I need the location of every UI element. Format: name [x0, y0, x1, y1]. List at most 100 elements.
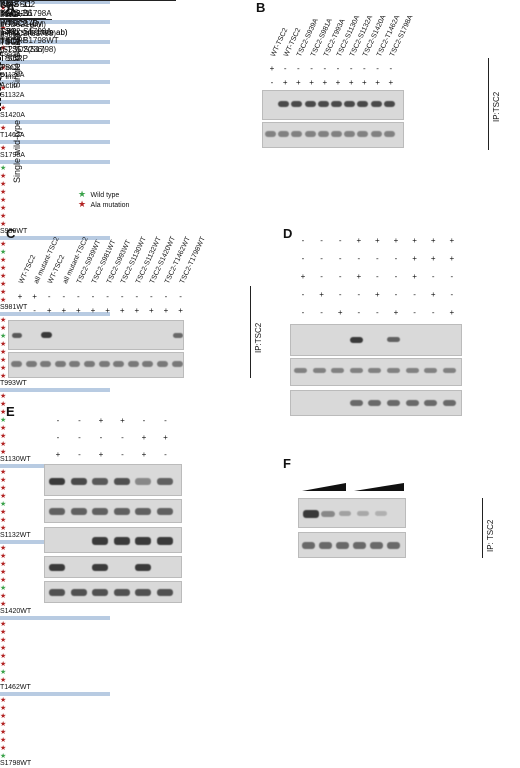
- panel-e-ps6rp-blot-band: [113, 478, 130, 485]
- wt-bar: [0, 236, 110, 240]
- ala-star-icon: ★: [0, 401, 7, 408]
- panel-d-tsc2-blot-band: [349, 368, 363, 373]
- mutant-bar: [0, 120, 110, 124]
- panel-b-sign: +: [362, 78, 367, 87]
- panel-e-tsc2-label: TSC2: [0, 63, 21, 72]
- ala-star-icon: ★: [0, 65, 7, 72]
- ala-star-icon: ★: [0, 525, 7, 532]
- ala-star-icon: ★: [0, 577, 7, 584]
- panel-b-ptsc2-blot-band: [344, 101, 356, 107]
- panel-d-ptsc2-label: p-TSC2(S1798): [0, 45, 57, 54]
- panel-e-ps6rp-blot-band: [92, 478, 108, 485]
- panel-b-ptsc2-label: p-TSC2 (By p-Akt substrate ab): [0, 19, 68, 37]
- panel-b-sign: +: [296, 78, 301, 87]
- panel-b-ptsc2-blot-band: [291, 101, 303, 107]
- mutant-bar: [0, 40, 110, 44]
- panel-e-tsc2-blot-band: [135, 537, 151, 545]
- panel-c-ptsc2-blot-band: [12, 333, 22, 338]
- ala-star-icon: ★: [0, 325, 7, 332]
- dose-wedge-icon: [354, 483, 404, 491]
- ala-star-icon: ★: [0, 173, 7, 180]
- panel-d-pim2-blot: [290, 390, 462, 416]
- panel-e-pim2-blot-band: [92, 564, 108, 571]
- ala-star-icon: ★: [0, 713, 7, 720]
- ala-star-icon: ★: [0, 317, 7, 324]
- panel-e-sign: -: [56, 433, 60, 442]
- panel-d-sign: +: [319, 290, 324, 299]
- panel-c-tsc2-blot-band: [127, 361, 139, 367]
- panel-b-sign: +: [269, 64, 275, 73]
- panel-d-tsc2-blot: [290, 358, 462, 386]
- panel-e-sign: +: [141, 433, 147, 442]
- panel-d-sign: +: [356, 236, 362, 245]
- dose-wedge-icon: [302, 483, 346, 491]
- panel-c-sign: +: [90, 306, 96, 315]
- mutant-label: S1130A: [0, 72, 25, 79]
- wt-star-icon: ★: [0, 333, 7, 340]
- panel-e-sign: +: [98, 450, 104, 459]
- panel-b-ip-line: [488, 58, 489, 150]
- ala-star-icon: ★: [0, 629, 7, 636]
- panel-b-sign: +: [322, 78, 328, 87]
- ala-star-icon: ★: [0, 721, 7, 728]
- panel-e-sign: -: [78, 416, 81, 425]
- panel-e-row-label: WT-TSC2: [0, 0, 36, 9]
- panel-b-tsc2-blot-band: [304, 131, 316, 137]
- panel-b-sign: -: [336, 64, 340, 73]
- panel-e-row-label: Pim2: [0, 18, 19, 27]
- panel-d-sign: -: [301, 254, 305, 263]
- panel-d-sign: -: [376, 308, 379, 317]
- ala-star-icon: ★: [0, 357, 7, 364]
- panel-c-sign: +: [61, 306, 67, 315]
- panel-c-tsc2-blot-band: [11, 361, 22, 367]
- panel-b-ptsc2-blot: [262, 90, 404, 120]
- ala-star-icon: ★: [0, 661, 7, 668]
- ala-star-icon: ★: [0, 705, 7, 712]
- ala-star-icon: ★: [0, 373, 7, 380]
- panel-d-sign: -: [320, 254, 323, 263]
- panel-c-tsc2-blot-band: [157, 361, 168, 367]
- panel-e-ts6rp-blot-band: [135, 508, 151, 515]
- panel-c-sign: +: [163, 306, 169, 315]
- panel-b-sign: -: [389, 64, 393, 73]
- panel-d-sign: -: [301, 290, 305, 299]
- panel-d-tsc2-blot-band: [424, 368, 438, 373]
- panel-f-tsc2-blot-band: [370, 542, 383, 549]
- mutant-label: T993A: [0, 52, 21, 59]
- ala-star-icon: ★: [0, 289, 7, 296]
- ala-star-icon: ★: [0, 425, 7, 432]
- panel-c-ip-line: [250, 286, 251, 378]
- ala-star-icon: ★: [0, 393, 7, 400]
- wt-star-icon: ★: [0, 585, 7, 592]
- panel-b-tsc2-blot-band: [370, 131, 382, 137]
- mutant-label: S981A: [0, 32, 22, 39]
- panel-e-pim2-blot: [44, 556, 182, 578]
- panel-b-tsc2-blot-band: [317, 131, 329, 137]
- ala-star-icon: ★: [0, 449, 7, 456]
- panel-c-tsc2-blot: [8, 352, 184, 378]
- panel-f-tsc2-blot-band: [336, 542, 349, 549]
- mutant-bar: [0, 0, 110, 4]
- panel-d-sign: -: [376, 272, 379, 281]
- mutant-label: T1462A: [0, 132, 25, 139]
- panel-b-ptsc2-blot-band: [331, 101, 342, 107]
- panel-d-tsc2-blot-band: [368, 368, 382, 373]
- panel-c-sign: -: [164, 292, 168, 301]
- ala-star-icon: ★: [0, 341, 7, 348]
- panel-e-actin-blot: [44, 581, 182, 603]
- ala-star-icon: ★: [0, 601, 7, 608]
- wt-label: S939WT: [0, 228, 28, 235]
- panel-e-sign: +: [163, 433, 168, 442]
- ala-star-icon: ★: [0, 441, 7, 448]
- panel-d-sign: -: [431, 272, 435, 281]
- panel-d-row-label: TSC2-S1798A: [0, 27, 52, 36]
- panel-e-sign: -: [56, 416, 60, 425]
- panel-e-sign: -: [121, 433, 124, 442]
- wt-star-icon: ★: [0, 669, 7, 676]
- panel-e-sign: -: [99, 433, 103, 442]
- panel-c-sign: +: [76, 306, 81, 315]
- panel-f-ptsc2-blot-band: [339, 511, 351, 516]
- panel-b-ptsc2-blot-band: [383, 101, 395, 107]
- panel-d-sign: -: [320, 308, 323, 317]
- panel-e-sign: +: [98, 416, 104, 425]
